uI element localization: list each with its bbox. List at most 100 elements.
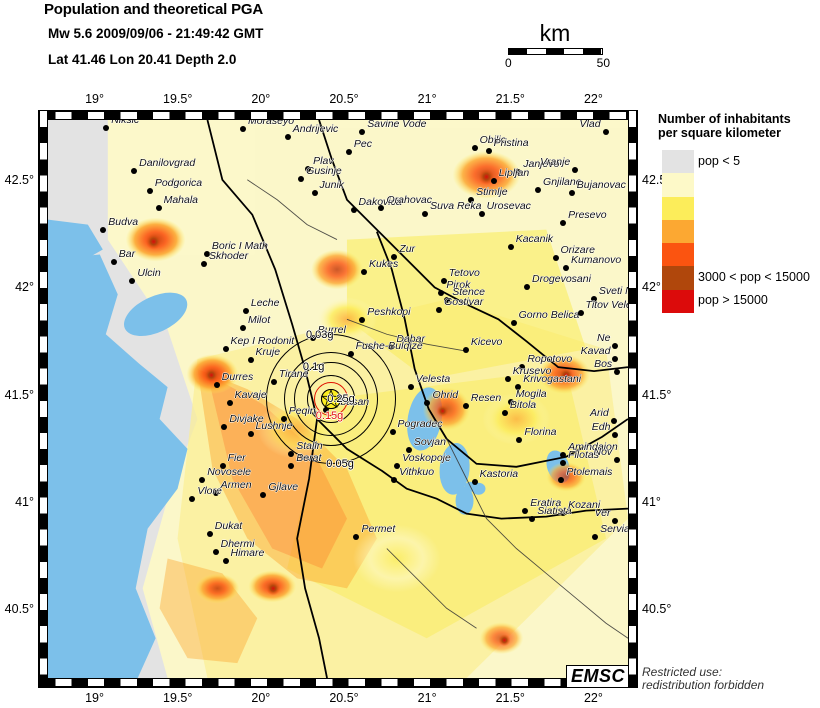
lon-tick-bottom-0: 19° [85, 691, 104, 705]
city-dot-icon [438, 289, 445, 296]
legend-label-0: pop < 5 [698, 153, 741, 168]
city-dot-icon [288, 450, 295, 457]
city-label: Bitola [509, 398, 537, 411]
city-label: Himare [230, 546, 265, 559]
city-dot-icon [347, 351, 354, 358]
city-label: Ptolemais [566, 465, 613, 478]
city-dot-icon [577, 309, 584, 316]
city-label: Kruje [255, 345, 281, 358]
city-label: Dukat [214, 520, 243, 533]
legend-title-line1: Number of inhabitants [658, 112, 791, 126]
city-label: Stence [452, 286, 485, 299]
city-dot-icon [424, 400, 431, 407]
city-label: Pogradec [397, 418, 443, 431]
city-dot-icon [221, 423, 228, 430]
city-label: Sovjan [413, 436, 446, 449]
city-label: Krivogastani [523, 372, 582, 385]
lon-tick-bottom-6: 22° [583, 691, 603, 705]
city-label: Stimlje [476, 185, 508, 198]
city-label: Bos [594, 358, 613, 371]
city-label: Burrel [317, 323, 346, 336]
city-dot-icon [602, 129, 609, 136]
legend-label-6: pop > 15000 [698, 293, 768, 308]
city-label: Andrijevic [292, 122, 339, 135]
city-dot-icon [504, 376, 511, 383]
city-label: Boric I Math [211, 239, 268, 252]
city-label: Moraseyo [247, 120, 295, 127]
city-label: Arid [590, 407, 609, 420]
lon-tick-bottom-2: 20° [251, 691, 271, 705]
city-label: Filotas [568, 449, 599, 462]
restriction-line1: Restricted use: [642, 665, 723, 679]
city-dot-icon [444, 297, 451, 304]
pga-ring-0 [266, 334, 397, 465]
city-label: Dabar [396, 333, 425, 346]
lon-tick-top-2: 20° [251, 92, 271, 106]
lake-skadar [123, 292, 188, 336]
city-dot-icon [199, 476, 206, 483]
city-label: Ulcin [137, 266, 161, 279]
city-dot-icon [103, 124, 110, 131]
city-label: Budva [108, 216, 139, 229]
city-label: Leche [250, 296, 280, 309]
city-dot-icon [519, 364, 526, 371]
city-dot-icon [614, 457, 621, 464]
city-dot-icon [612, 517, 619, 524]
city-dot-icon [311, 189, 318, 196]
city-label: Milot [247, 313, 271, 326]
legend-band-0 [662, 150, 694, 174]
city-label: Vlore [197, 485, 222, 498]
city-label: Edh [591, 421, 611, 434]
pga-ring-3 [307, 375, 356, 424]
city-dot-icon [560, 451, 567, 458]
city-dot-icon [558, 476, 565, 483]
city-label: Janjevo [523, 157, 560, 170]
lake-prespa [439, 442, 470, 495]
lon-tick-bottom-4: 21° [417, 691, 437, 705]
city-dot-icon [131, 168, 138, 175]
city-label: Ropotovo [527, 353, 573, 366]
city-label: Gostivar [444, 295, 484, 308]
city-dot-icon [560, 460, 567, 467]
city-dot-icon [523, 284, 530, 291]
city-dot-icon [284, 133, 291, 140]
legend-band-1 [662, 173, 694, 197]
city-dot-icon [212, 549, 219, 556]
city-label: Orizare [560, 244, 595, 257]
legend: Number of inhabitants per square kilomet… [658, 112, 818, 320]
legend-band-5 [662, 266, 694, 290]
city-label: Fushe-Bulqize [355, 340, 423, 353]
city-label: Gorno Belica [518, 308, 580, 321]
epicenter-star-icon [321, 389, 342, 409]
city-dot-icon [590, 295, 597, 302]
city-dot-icon [515, 168, 522, 175]
usage-restriction: Restricted use: redistribution forbidden [642, 666, 764, 692]
frame-top [39, 111, 637, 120]
city-label: Lushnje [255, 419, 293, 432]
city-dot-icon [560, 220, 567, 227]
lon-tick-top-1: 19.5° [163, 92, 193, 106]
city-dot-icon [422, 210, 429, 217]
city-dot-icon [323, 407, 330, 414]
lat-tick-left-2: 41.5° [4, 387, 34, 402]
lat-tick-right-2: 41.5° [642, 387, 672, 402]
adriatic-sea [48, 254, 188, 678]
lat-tick-left-1: 42° [15, 280, 34, 295]
scale-bar-graphic [507, 48, 603, 55]
city-label: Obilic [479, 133, 506, 146]
city-label: Ver [594, 506, 611, 519]
city-label: Peshkopi [367, 305, 411, 318]
city-dot-icon [462, 402, 469, 409]
city-dot-icon [226, 400, 233, 407]
city-dot-icon [242, 307, 249, 314]
city-label: Siatista [537, 504, 572, 517]
lat-tick-right-4: 40.5° [642, 602, 672, 617]
scale-unit-label: km [539, 20, 571, 46]
city-label: Gnjilane [543, 175, 582, 188]
regional-boundaries [247, 179, 628, 639]
city-dot-icon [510, 319, 517, 326]
frame-right [628, 111, 637, 687]
